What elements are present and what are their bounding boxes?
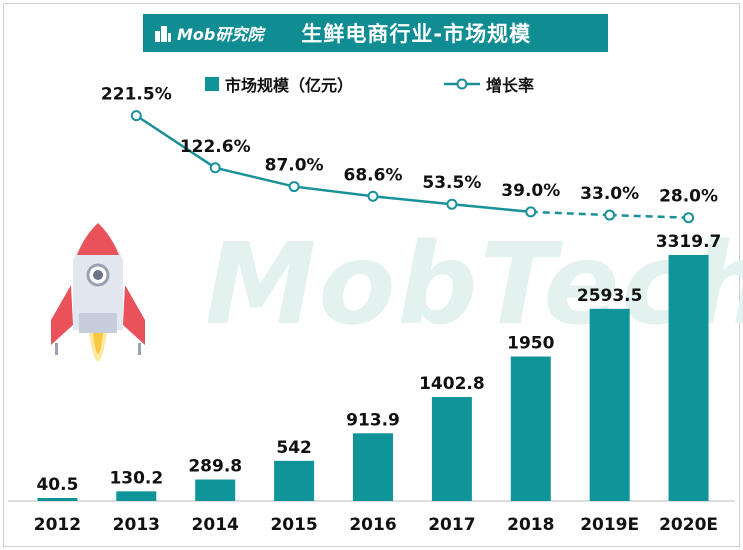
- growth-point: [446, 198, 458, 210]
- growth-point: [604, 209, 616, 221]
- growth-value-label: 87.0%: [265, 156, 324, 176]
- bar-value-label: 130.2: [109, 468, 163, 488]
- bar-value-label: 542: [276, 438, 312, 458]
- brand-text: Mob研究院: [177, 25, 264, 44]
- building-icon: [155, 26, 171, 42]
- chart-frame: [3, 3, 740, 547]
- x-tick-label: 2013: [113, 515, 160, 535]
- bar: [668, 255, 709, 501]
- growth-value-label: 221.5%: [101, 85, 172, 105]
- growth-point: [209, 162, 221, 174]
- x-tick-label: 2020E: [659, 515, 718, 535]
- growth-point: [367, 190, 379, 202]
- bar-value-label: 913.9: [346, 410, 400, 430]
- growth-point: [525, 206, 537, 218]
- x-tick-label: 2018: [507, 515, 554, 535]
- growth-line-segment: [135, 114, 216, 169]
- bar: [353, 433, 393, 501]
- legend-bar-label: 市场规模（亿元）: [225, 76, 354, 95]
- growth-value-label: 68.6%: [344, 165, 403, 185]
- growth-line-segment: [372, 195, 453, 206]
- growth-line-segment: [609, 213, 689, 219]
- growth-point: [288, 181, 300, 193]
- x-tick-label: 2015: [270, 515, 317, 535]
- legend-line-label: 增长率: [486, 76, 535, 95]
- x-tick-label: 2016: [349, 515, 396, 535]
- growth-value-label: 53.5%: [422, 173, 481, 193]
- growth-value-label: 122.6%: [180, 137, 251, 157]
- growth-line-segment: [530, 210, 610, 217]
- bar-value-label: 289.8: [188, 457, 242, 477]
- bar: [195, 479, 236, 501]
- title-banner: Mob研究院 生鲜电商行业-市场规模: [143, 14, 608, 52]
- bar: [274, 460, 315, 501]
- bar-value-label: 2593.5: [577, 286, 643, 306]
- growth-line-segment: [293, 185, 374, 198]
- bar-value-label: 1950: [507, 333, 554, 353]
- chart-title: 生鲜电商行业-市场规模: [301, 22, 532, 46]
- x-tick-label: 2019E: [580, 515, 639, 535]
- bar-value-label: 1402.8: [419, 374, 485, 394]
- x-tick-label: 2017: [428, 515, 475, 535]
- growth-value-label: 39.0%: [501, 181, 560, 201]
- bar: [37, 497, 78, 501]
- bar: [116, 491, 157, 501]
- bar: [589, 308, 630, 501]
- bar: [510, 356, 551, 501]
- rocket-icon: [51, 223, 145, 362]
- x-tick-label: 2012: [34, 515, 81, 535]
- legend-line: 增长率: [444, 72, 534, 96]
- legend-line-swatch: [444, 78, 480, 90]
- watermark: MobTech: [205, 220, 743, 350]
- brand-logo: Mob研究院: [143, 21, 263, 45]
- growth-point: [683, 212, 695, 224]
- bar: [431, 397, 472, 501]
- growth-line-segment: [451, 203, 531, 214]
- growth-point: [130, 110, 142, 122]
- growth-value-label: 28.0%: [659, 187, 718, 207]
- bar-value-label: 3319.7: [656, 232, 722, 252]
- bar-value-label: 40.5: [36, 475, 78, 495]
- legend-bar-swatch: [205, 77, 219, 91]
- legend-bar: 市场规模（亿元）: [205, 72, 353, 96]
- growth-line-segment: [214, 166, 295, 188]
- growth-value-label: 33.0%: [580, 184, 639, 204]
- x-tick-label: 2014: [192, 515, 239, 535]
